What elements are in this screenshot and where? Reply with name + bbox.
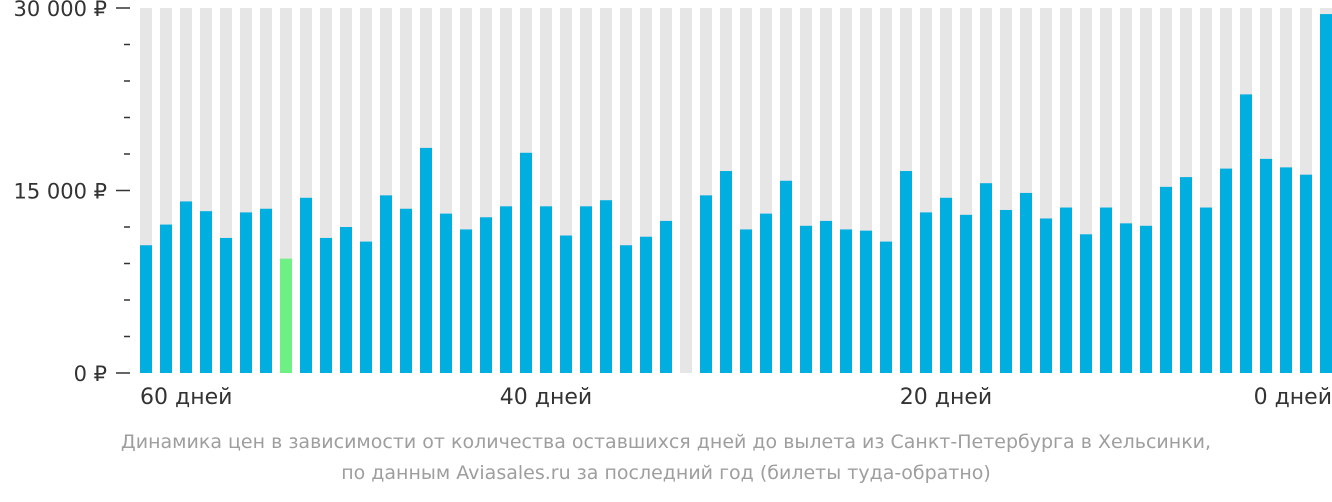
y-axis: 0 ₽ 15 000 ₽ 30 000 ₽ — [13, 0, 130, 386]
bar — [960, 214, 972, 373]
bar — [500, 206, 512, 373]
bar — [860, 230, 872, 373]
bar — [980, 183, 992, 373]
bar — [620, 245, 632, 373]
bar — [1020, 192, 1032, 373]
bar — [420, 147, 432, 373]
bar — [300, 197, 312, 373]
bar — [720, 171, 732, 373]
bar — [540, 206, 552, 373]
bar — [1180, 177, 1192, 373]
bar — [1160, 186, 1172, 373]
bar — [180, 201, 192, 373]
x-axis: 60 дней 40 дней 20 дней 0 дней — [140, 385, 1332, 410]
bar — [1140, 225, 1152, 373]
bar — [1220, 168, 1232, 373]
y-tick-label: 15 000 ₽ — [13, 180, 107, 204]
bar — [820, 220, 832, 373]
bar — [400, 208, 412, 373]
bar — [880, 241, 892, 373]
x-tick-label: 0 дней — [1254, 385, 1332, 410]
bar — [1060, 207, 1072, 373]
bar — [940, 197, 952, 373]
bar — [900, 171, 912, 373]
x-tick-label: 40 дней — [500, 385, 592, 410]
bar — [600, 200, 612, 373]
bar — [700, 195, 712, 373]
bar — [800, 225, 812, 373]
bar — [920, 212, 932, 373]
bar — [460, 229, 472, 373]
bar — [200, 211, 212, 373]
bar — [660, 220, 672, 373]
background-column — [680, 8, 692, 373]
chart-caption-line-1: Динамика цен в зависимости от количества… — [120, 431, 1212, 453]
price-bar-chart: 0 ₽ 15 000 ₽ 30 000 ₽ 60 дней 40 дней 20 дне… — [13, 0, 1332, 410]
bar — [440, 213, 452, 373]
bar — [360, 241, 372, 373]
bar — [780, 180, 792, 373]
bar — [320, 237, 332, 373]
bar — [1280, 167, 1292, 373]
bar — [760, 213, 772, 373]
bar — [160, 224, 172, 373]
y-tick-label: 0 ₽ — [74, 362, 107, 386]
bar — [740, 229, 752, 373]
bar — [140, 245, 152, 373]
bar — [220, 237, 232, 373]
x-tick-label: 60 дней — [140, 385, 232, 410]
bar — [1240, 94, 1252, 373]
x-tick-label: 20 дней — [900, 385, 992, 410]
bar — [1260, 158, 1272, 373]
bar — [1080, 234, 1092, 373]
bar — [1320, 14, 1332, 373]
bar — [1300, 174, 1312, 373]
bars — [140, 14, 1332, 373]
chart-caption-line-2: по данным Aviasales.ru за последний год … — [341, 462, 991, 484]
bar — [580, 206, 592, 373]
bar — [1120, 223, 1132, 373]
bar — [1200, 207, 1212, 373]
bar — [520, 152, 532, 373]
bar — [840, 229, 852, 373]
y-tick-label: 30 000 ₽ — [13, 0, 107, 21]
bar — [1100, 207, 1112, 373]
bar — [240, 212, 252, 373]
bar — [640, 236, 652, 373]
bar — [1040, 218, 1052, 373]
bar — [380, 195, 392, 373]
bar-highlighted — [280, 258, 292, 373]
bar — [1000, 209, 1012, 373]
bar — [480, 217, 492, 373]
bar — [560, 235, 572, 373]
background-columns — [140, 8, 1332, 373]
bar — [340, 227, 352, 373]
bar — [260, 208, 272, 373]
